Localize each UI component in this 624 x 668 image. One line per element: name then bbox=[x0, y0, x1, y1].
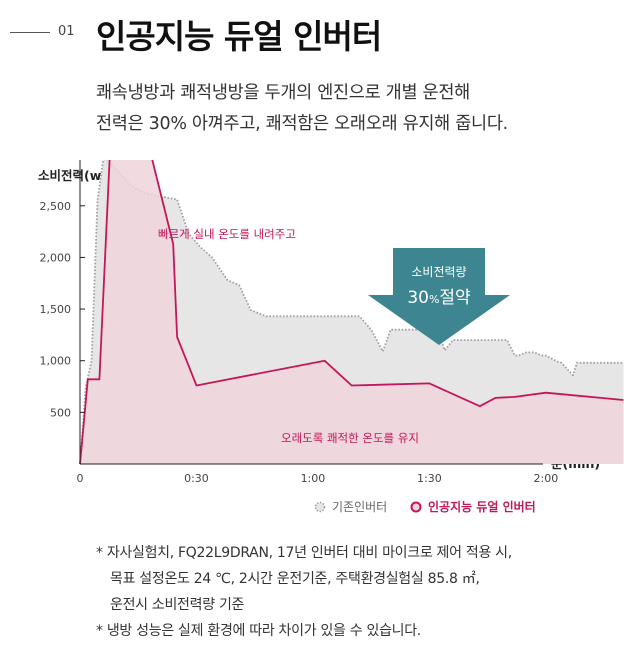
y-tick-label: 1,500 bbox=[40, 303, 72, 316]
footnote-line: 운전시 소비전력량 기준 bbox=[110, 597, 245, 613]
down-arrow-icon bbox=[368, 248, 510, 345]
header-divider bbox=[10, 32, 50, 33]
legend-marker-ai-dual bbox=[410, 501, 422, 513]
x-tick-label: 1:30 bbox=[417, 472, 442, 485]
y-tick-label: 3,000 bbox=[40, 160, 72, 161]
callout-number: 30 bbox=[407, 288, 429, 308]
savings-callout: 소비전력량 30%절약 bbox=[368, 248, 510, 345]
x-tick-label: 1:00 bbox=[301, 472, 326, 485]
legend-label-conventional: 기존인버터 bbox=[332, 500, 387, 514]
annotation-comfort-keep: 오래도록 쾌적한 온도를 유지 bbox=[281, 431, 419, 445]
axes-group bbox=[79, 160, 543, 465]
footnote-line: 목표 설정온도 24 ℃, 2시간 운전기준, 주택환경실험실 85.8 ㎡, bbox=[110, 571, 480, 587]
power-consumption-chart: 소비전력(wh) 분(min) 5001,0001,5002,0002,5003… bbox=[38, 160, 624, 514]
x-tick-label: 0 bbox=[77, 472, 84, 485]
y-tick-label: 500 bbox=[50, 406, 71, 419]
x-ticks-group: 0 0:30 1:00 1:30 2:00 bbox=[77, 472, 559, 485]
series-area-ai-dual bbox=[80, 160, 624, 464]
section-number: 01 bbox=[58, 24, 75, 39]
callout-unit: % bbox=[429, 293, 439, 306]
footnote-line: * 냉방 성능은 실제 환경에 따라 차이가 있을 수 있습니다. bbox=[96, 623, 421, 639]
legend-marker-conventional bbox=[314, 501, 326, 513]
y-tick-label: 1,000 bbox=[40, 355, 72, 368]
y-tick-label: 2,000 bbox=[40, 251, 72, 264]
y-tick-label: 2,500 bbox=[40, 200, 72, 213]
series-line-ai-dual bbox=[79, 160, 624, 465]
legend: 기존인버터 인공지능 듀얼 인버터 bbox=[314, 499, 536, 514]
callout-label: 소비전력량 bbox=[411, 265, 466, 279]
footnotes: * 자사실험치, FQ22L9DRAN, 17년 인버터 대비 마이크로 제어 … bbox=[96, 540, 512, 644]
intro-line: 쾌속냉방과 쾌적냉방을 두개의 엔진으로 개별 운전해 bbox=[96, 83, 470, 103]
annotation-fast-cooling: 빠르게 실내 온도를 내려주고 bbox=[158, 227, 296, 241]
x-tick-label: 2:00 bbox=[533, 472, 558, 485]
intro-line: 전력은 30% 아껴주고, 쾌적함은 오래오래 유지해 줍니다. bbox=[96, 114, 508, 134]
series-group bbox=[79, 160, 624, 465]
x-tick-label: 0:30 bbox=[184, 472, 209, 485]
y-axis-title: 소비전력(wh) bbox=[38, 168, 116, 183]
callout-value: 30%절약 bbox=[407, 288, 470, 308]
page-title: 인공지능 듀얼 인버터 bbox=[96, 17, 382, 56]
intro-text: 쾌속냉방과 쾌적냉방을 두개의 엔진으로 개별 운전해 전력은 30% 아껴주고… bbox=[96, 78, 508, 140]
footnote-line: * 자사실험치, FQ22L9DRAN, 17년 인버터 대비 마이크로 제어 … bbox=[96, 545, 512, 561]
callout-tail: 절약 bbox=[439, 288, 470, 308]
legend-label-ai-dual: 인공지능 듀얼 인버터 bbox=[428, 499, 536, 514]
